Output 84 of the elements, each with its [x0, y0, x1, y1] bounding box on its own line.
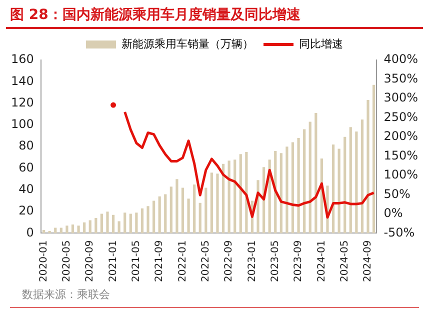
- legend-label: 同比增速: [299, 37, 343, 50]
- bar: [181, 188, 184, 234]
- x-tick-label: 2023-09: [293, 240, 304, 282]
- y-tick-label: 120: [11, 95, 34, 110]
- bar: [366, 100, 370, 234]
- bar: [338, 148, 340, 234]
- x-tick-label: 2022-01: [177, 240, 188, 282]
- bar: [83, 222, 86, 234]
- x-tick-label: 2023-05: [270, 240, 281, 282]
- bar: [106, 212, 109, 234]
- bar: [164, 194, 167, 234]
- y-tick-label: 20: [18, 204, 34, 218]
- bar: [124, 212, 126, 234]
- y2-tick-label: 0%: [384, 206, 403, 220]
- bar: [286, 146, 288, 234]
- x-tick-label: 2020-09: [84, 240, 96, 282]
- y2-tick-label: 50%: [384, 186, 410, 201]
- x-tick-label: 2020-05: [62, 240, 73, 282]
- bar: [239, 154, 242, 234]
- bar: [129, 214, 132, 234]
- x-tick-label: 2024-01: [316, 240, 328, 282]
- bar: [308, 122, 312, 234]
- y-tick-label: 0: [26, 225, 34, 240]
- bar: [77, 226, 80, 234]
- bar: [146, 206, 150, 234]
- bar: [198, 202, 202, 234]
- y2-tick-label: 400%: [384, 52, 418, 66]
- bar: [187, 198, 190, 234]
- bar: [222, 164, 225, 234]
- bar: [372, 84, 376, 234]
- y2-tick-label: 200%: [384, 129, 418, 144]
- y2-tick-label: 350%: [384, 71, 418, 86]
- bar: [291, 142, 294, 234]
- bar: [158, 196, 161, 234]
- bar: [344, 136, 346, 234]
- bar: [100, 214, 103, 234]
- y2-tick-label: 300%: [384, 90, 418, 105]
- bar: [297, 138, 300, 234]
- x-tick-label: 2022-09: [224, 240, 235, 282]
- bar: [332, 144, 335, 234]
- x-tick-label: 2021-09: [154, 240, 166, 282]
- bar: [314, 113, 318, 234]
- y2-tick-label: -50%: [384, 225, 415, 240]
- bar: [170, 186, 172, 234]
- bar: [140, 208, 144, 234]
- bar: [355, 131, 358, 234]
- bar: [360, 120, 364, 234]
- y2-tick-label: 100%: [384, 168, 418, 182]
- y2-tick-label: 150%: [384, 148, 418, 162]
- x-tick-label: 2021-01: [108, 240, 119, 282]
- bar: [118, 221, 120, 234]
- bar: [280, 153, 282, 234]
- bar: [88, 220, 92, 234]
- bar: [152, 200, 156, 234]
- bar: [349, 127, 352, 234]
- y-tick-label: 80: [18, 138, 34, 153]
- bar: [94, 218, 98, 234]
- x-tick-label: 2022-05: [200, 240, 212, 282]
- bar: [66, 226, 68, 234]
- x-tick-label: 2024-09: [362, 240, 374, 282]
- bar: [176, 179, 178, 234]
- y-tick-label: 140: [11, 74, 34, 88]
- y2-tick-label: 250%: [384, 110, 418, 124]
- y-tick-label: 100: [11, 117, 34, 132]
- y-tick-label: 40: [18, 182, 34, 196]
- bar: [71, 224, 74, 234]
- y-tick-label: 60: [18, 160, 34, 174]
- bar: [234, 160, 236, 234]
- bar: [216, 174, 219, 234]
- chart-title: 图 28：国内新能源乘用车月度销量及同比增速: [9, 6, 302, 25]
- x-tick-label: 2023-01: [246, 240, 258, 282]
- bar: [210, 172, 213, 234]
- x-tick-label: 2024-05: [339, 240, 350, 282]
- bar: [193, 184, 196, 234]
- x-tick-label: 2020-01: [38, 240, 50, 282]
- bar: [204, 188, 208, 234]
- bar: [228, 160, 230, 234]
- y-tick-label: 160: [11, 52, 34, 66]
- x-tick-label: 2021-05: [131, 240, 142, 282]
- source-note: 数据来源：乘联会: [21, 287, 111, 303]
- bar: [112, 214, 115, 234]
- bar: [303, 129, 306, 234]
- bar: [135, 212, 138, 234]
- legend-label: 新能源乘用车销量（万辆）: [122, 37, 254, 50]
